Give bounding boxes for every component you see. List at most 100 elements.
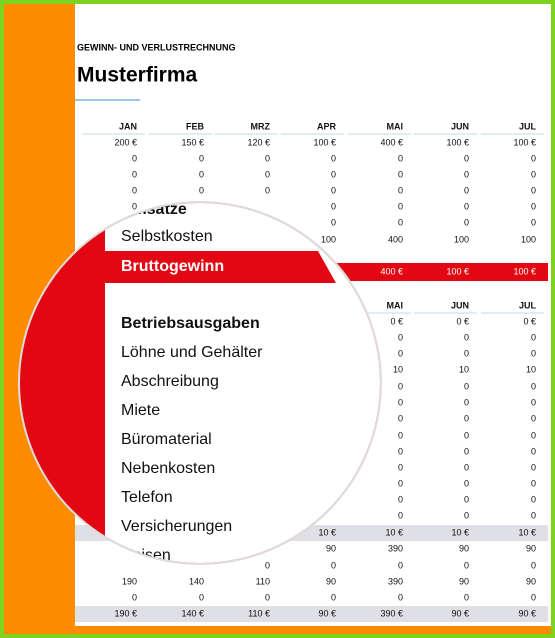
cell: 400 €	[380, 137, 403, 147]
cell: 200 €	[114, 137, 137, 147]
cell: 0	[398, 217, 403, 227]
cell: 390	[388, 543, 403, 553]
cell: 0	[531, 478, 536, 488]
cell: 0 €	[390, 316, 403, 326]
magnifier: UmsätzeSelbstkostenBruttogewinnBetriebsa…	[18, 201, 382, 565]
cell: 0	[132, 153, 137, 163]
cell: 0	[331, 185, 336, 195]
cell: 0	[464, 381, 469, 391]
cell: 0	[199, 185, 204, 195]
month-header: JUL	[519, 300, 537, 310]
row-label: Versicherungen	[121, 518, 232, 535]
cell: 0	[265, 560, 270, 570]
cell: 100 €	[446, 137, 469, 147]
cell: 0	[531, 348, 536, 358]
cell: 400	[388, 234, 403, 244]
cell: 0	[398, 560, 403, 570]
cell: 0	[464, 169, 469, 179]
cell: 140 €	[181, 608, 204, 618]
cell: 90	[459, 576, 469, 586]
cell: 100 €	[313, 137, 336, 147]
cell: 140	[189, 576, 204, 586]
cell: 0	[531, 494, 536, 504]
cell: 0	[265, 153, 270, 163]
row-label: Selbstkosten	[121, 228, 213, 245]
cell: 10 €	[318, 527, 336, 537]
cell: 0	[398, 478, 403, 488]
company-name: Musterfirma	[77, 64, 198, 87]
cell: 190	[122, 576, 137, 586]
cell: 110	[256, 576, 270, 586]
cell: 0	[132, 592, 137, 602]
cell: 0	[531, 560, 536, 570]
month-header: APR	[317, 121, 337, 131]
cell: 110 €	[248, 608, 270, 618]
cell: 0	[132, 185, 137, 195]
cell: 0	[464, 153, 469, 163]
cell: 190 €	[114, 608, 137, 618]
sheet-title: GEWINN- UND VERLUSTRECHNUNG	[77, 42, 236, 52]
cell: 0	[398, 169, 403, 179]
month-header: JUN	[451, 121, 469, 131]
cell: 0	[331, 592, 336, 602]
cell: 0	[464, 201, 469, 211]
row-label: Telefon	[121, 489, 173, 506]
cell: 0	[464, 560, 469, 570]
cell: 0	[531, 153, 536, 163]
month-header: MAI	[387, 300, 404, 310]
cell: 90	[326, 543, 336, 553]
cell: 90 €	[318, 608, 336, 618]
row-label: Löhne und Gehälter	[121, 344, 263, 361]
cell: 10 €	[451, 527, 469, 537]
month-header: MRZ	[251, 121, 271, 131]
cell: 0	[464, 348, 469, 358]
cell: 0	[531, 397, 536, 407]
cell: 0	[531, 413, 536, 423]
cell: 0	[265, 169, 270, 179]
cell: 0	[265, 185, 270, 195]
month-header: JUL	[519, 121, 537, 131]
cell: 100	[454, 234, 469, 244]
cell: 0	[132, 201, 137, 211]
cell: 90	[326, 576, 336, 586]
row-label: Bruttogewinn	[121, 258, 224, 275]
cell: 0	[398, 413, 403, 423]
cell: 100	[521, 234, 536, 244]
cell: 0	[464, 510, 469, 520]
cell: 0	[464, 478, 469, 488]
cell: 0	[464, 430, 469, 440]
cell: 0	[464, 397, 469, 407]
cell: 0	[398, 592, 403, 602]
cell: 0	[531, 446, 536, 456]
cell: 0	[132, 169, 137, 179]
cell: 0	[398, 201, 403, 211]
cell: 0	[265, 592, 270, 602]
cell: 0	[531, 381, 536, 391]
cell: 0	[464, 446, 469, 456]
cell: 0	[464, 217, 469, 227]
cell: 0	[398, 446, 403, 456]
cell: 90	[459, 543, 469, 553]
cell: 0	[398, 510, 403, 520]
cell: 0	[531, 332, 536, 342]
cell: 0	[398, 185, 403, 195]
cell: 0	[199, 592, 204, 602]
highlight-band	[105, 251, 336, 283]
cell: 100 €	[446, 266, 469, 276]
cell: 100 €	[513, 266, 536, 276]
month-header: JUN	[451, 300, 469, 310]
cell: 0	[398, 381, 403, 391]
cell: 90	[526, 543, 536, 553]
cell: 0	[464, 494, 469, 504]
cell: 10 €	[518, 527, 536, 537]
cell: 0	[398, 332, 403, 342]
cell: 0	[331, 169, 336, 179]
cell: 0	[331, 217, 336, 227]
cell: 0	[398, 348, 403, 358]
cell: 0	[199, 169, 204, 179]
cell: 0 €	[456, 316, 469, 326]
cell: 0	[398, 430, 403, 440]
cell: 0	[398, 397, 403, 407]
cell: 0	[531, 185, 536, 195]
